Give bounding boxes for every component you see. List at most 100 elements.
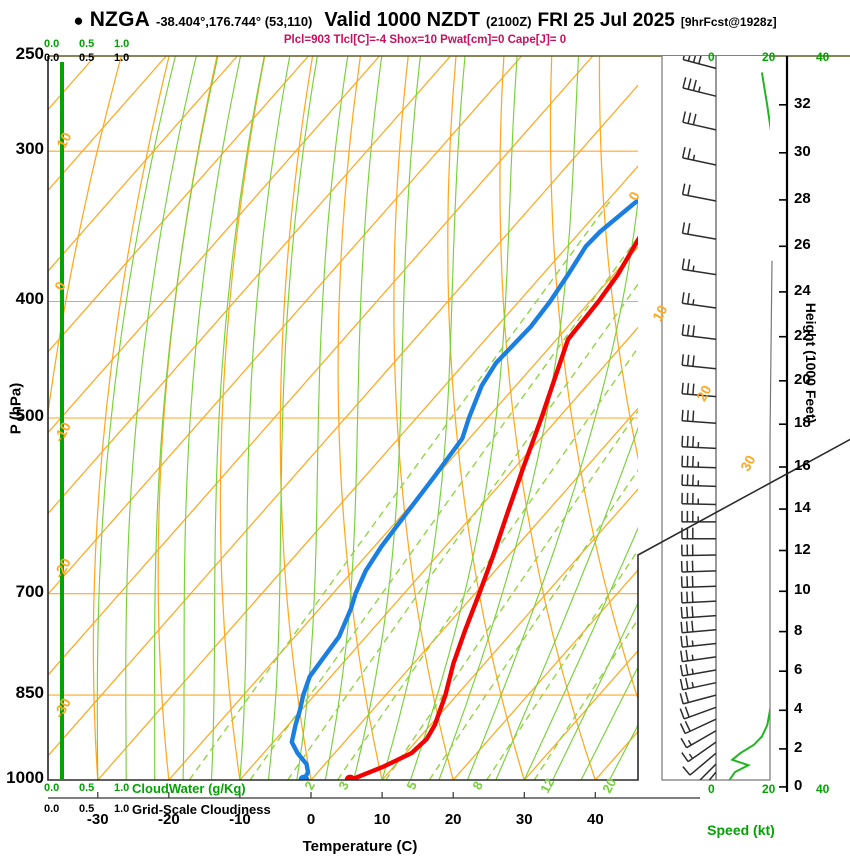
speed-tick-label: 0 — [708, 50, 715, 64]
height-tick-label: 18 — [794, 414, 811, 432]
speed-tick-label: 20 — [762, 50, 776, 64]
wind-barb — [682, 77, 717, 97]
wind-barb — [680, 575, 717, 589]
station-id: NZGA — [89, 8, 150, 31]
cloudiness-legend-label: Grid-Scale Cloudiness — [132, 802, 271, 817]
wind-barb — [679, 663, 717, 677]
height-tick-label: 30 — [794, 142, 811, 160]
height-tick-label: 0 — [794, 776, 803, 794]
wind-barb — [679, 706, 717, 720]
speed-tick-label: 40 — [816, 782, 830, 796]
wind-barb — [681, 292, 717, 309]
scale-tick-label: 1.0 — [114, 803, 130, 815]
scale-tick-label: 1.0 — [114, 782, 130, 794]
pressure-tick-label: 300 — [15, 139, 44, 159]
scale-tick-label: 1.0 — [114, 38, 130, 50]
wind-barb — [684, 763, 717, 780]
height-tick-label: 14 — [794, 499, 811, 517]
scale-tick-label: 0.5 — [79, 38, 95, 50]
wind-barb — [682, 56, 717, 70]
wind-barb — [681, 146, 717, 166]
pressure-tick-label: 250 — [15, 44, 44, 63]
wind-barb — [680, 606, 717, 619]
scale-tick-label: 0.0 — [44, 803, 60, 815]
mixing-ratio-lines — [188, 200, 638, 780]
height-tick-label: 2 — [794, 738, 803, 756]
scale-tick-label: 1.0 — [114, 52, 130, 64]
temperature-tick-label: 20 — [444, 811, 462, 828]
valid-time-zulu: (2100Z) — [486, 14, 532, 29]
speed-tick-label: 20 — [762, 782, 776, 796]
speed-tick-label: 40 — [816, 50, 830, 64]
height-tick-label: 26 — [794, 236, 811, 254]
height-tick-label: 16 — [794, 456, 811, 474]
wind-barb — [680, 730, 717, 749]
height-tick-label: 4 — [794, 700, 803, 718]
height-tick-label: 6 — [794, 661, 803, 679]
wind-barb — [681, 258, 717, 276]
wind-barb — [681, 492, 717, 506]
wind-barb — [681, 435, 717, 450]
height-tick-label: 10 — [794, 581, 811, 599]
wind-barb — [680, 591, 717, 604]
station-dot-icon: ● — [73, 11, 84, 30]
wind-barb — [681, 382, 717, 398]
temperature-axis-ticks — [97, 792, 596, 798]
temperature-tick-label: 40 — [587, 811, 604, 828]
wind-barb — [680, 635, 717, 648]
temperature-tick-label: -10 — [229, 811, 251, 828]
temperature-axis-label: Temperature (C) — [302, 838, 418, 855]
pressure-tick-label: 500 — [15, 406, 44, 425]
wind-barb — [681, 455, 717, 469]
temperature-tick-label: -20 — [157, 811, 180, 828]
height-tick-label: 24 — [794, 281, 811, 299]
wind-barb — [708, 771, 717, 780]
wind-barb — [682, 111, 717, 131]
wind-panel-frame — [661, 56, 773, 781]
pressure-tick-label: 700 — [15, 581, 44, 601]
scale-tick-label: 0.0 — [44, 52, 60, 64]
pressure-axis-label: P (hPa) — [7, 382, 25, 435]
wind-barb — [681, 183, 717, 202]
wind-barb — [681, 324, 717, 340]
wind-barb — [681, 222, 717, 240]
pressure-tick-label: 1000 — [6, 768, 44, 787]
scale-tick-label: 0.5 — [79, 52, 95, 64]
wind-barb — [680, 560, 717, 573]
wind-barb — [681, 354, 717, 370]
scale-tick-label: 0.5 — [79, 782, 95, 794]
station-coordinates: -38.404°,176.744° (53,110) — [155, 14, 313, 29]
temperature-tick-label: 10 — [373, 811, 391, 828]
height-tick-label: 28 — [794, 189, 811, 207]
wind-barb — [679, 691, 717, 705]
wind-barb — [681, 741, 717, 763]
wind-barb — [679, 677, 717, 691]
temperature-tick-label: 30 — [515, 811, 533, 828]
wind-barbs — [679, 56, 717, 780]
scale-tick-label: 0.0 — [44, 38, 60, 50]
header: ● NZGA -38.404°,176.744° (53,110) Valid … — [0, 8, 850, 32]
height-tick-label: 20 — [794, 370, 811, 388]
pressure-tick-label: 400 — [15, 289, 44, 309]
temperature-tick-label: -30 — [86, 811, 109, 828]
valid-date: FRI 25 Jul 2025 — [537, 10, 675, 31]
height-axis-ticks — [779, 104, 787, 788]
height-tick-label: 32 — [794, 94, 811, 112]
speed-axis-label: Speed (kt) — [707, 822, 775, 838]
wind-barb — [681, 474, 717, 488]
height-tick-label: 22 — [794, 326, 811, 344]
wind-barb — [679, 718, 717, 735]
temperature-curve — [347, 235, 638, 780]
wind-barb — [680, 620, 717, 634]
height-tick-label: 12 — [794, 540, 811, 558]
height-tick-label: 8 — [794, 621, 803, 639]
height-axis-label: Height (1000 Feet) — [803, 302, 819, 424]
scale-tick-label: 0.5 — [79, 803, 95, 815]
wind-barb — [681, 409, 717, 424]
wind-barb — [680, 649, 717, 663]
stability-parameters: Plcl=903 Tlcl[C]=-4 Shox=10 Pwat[cm]=0 C… — [283, 34, 567, 46]
temperature-tick-label: 0 — [306, 811, 316, 828]
cloudwater-legend-label: CloudWater (g/Kg) — [132, 781, 246, 796]
